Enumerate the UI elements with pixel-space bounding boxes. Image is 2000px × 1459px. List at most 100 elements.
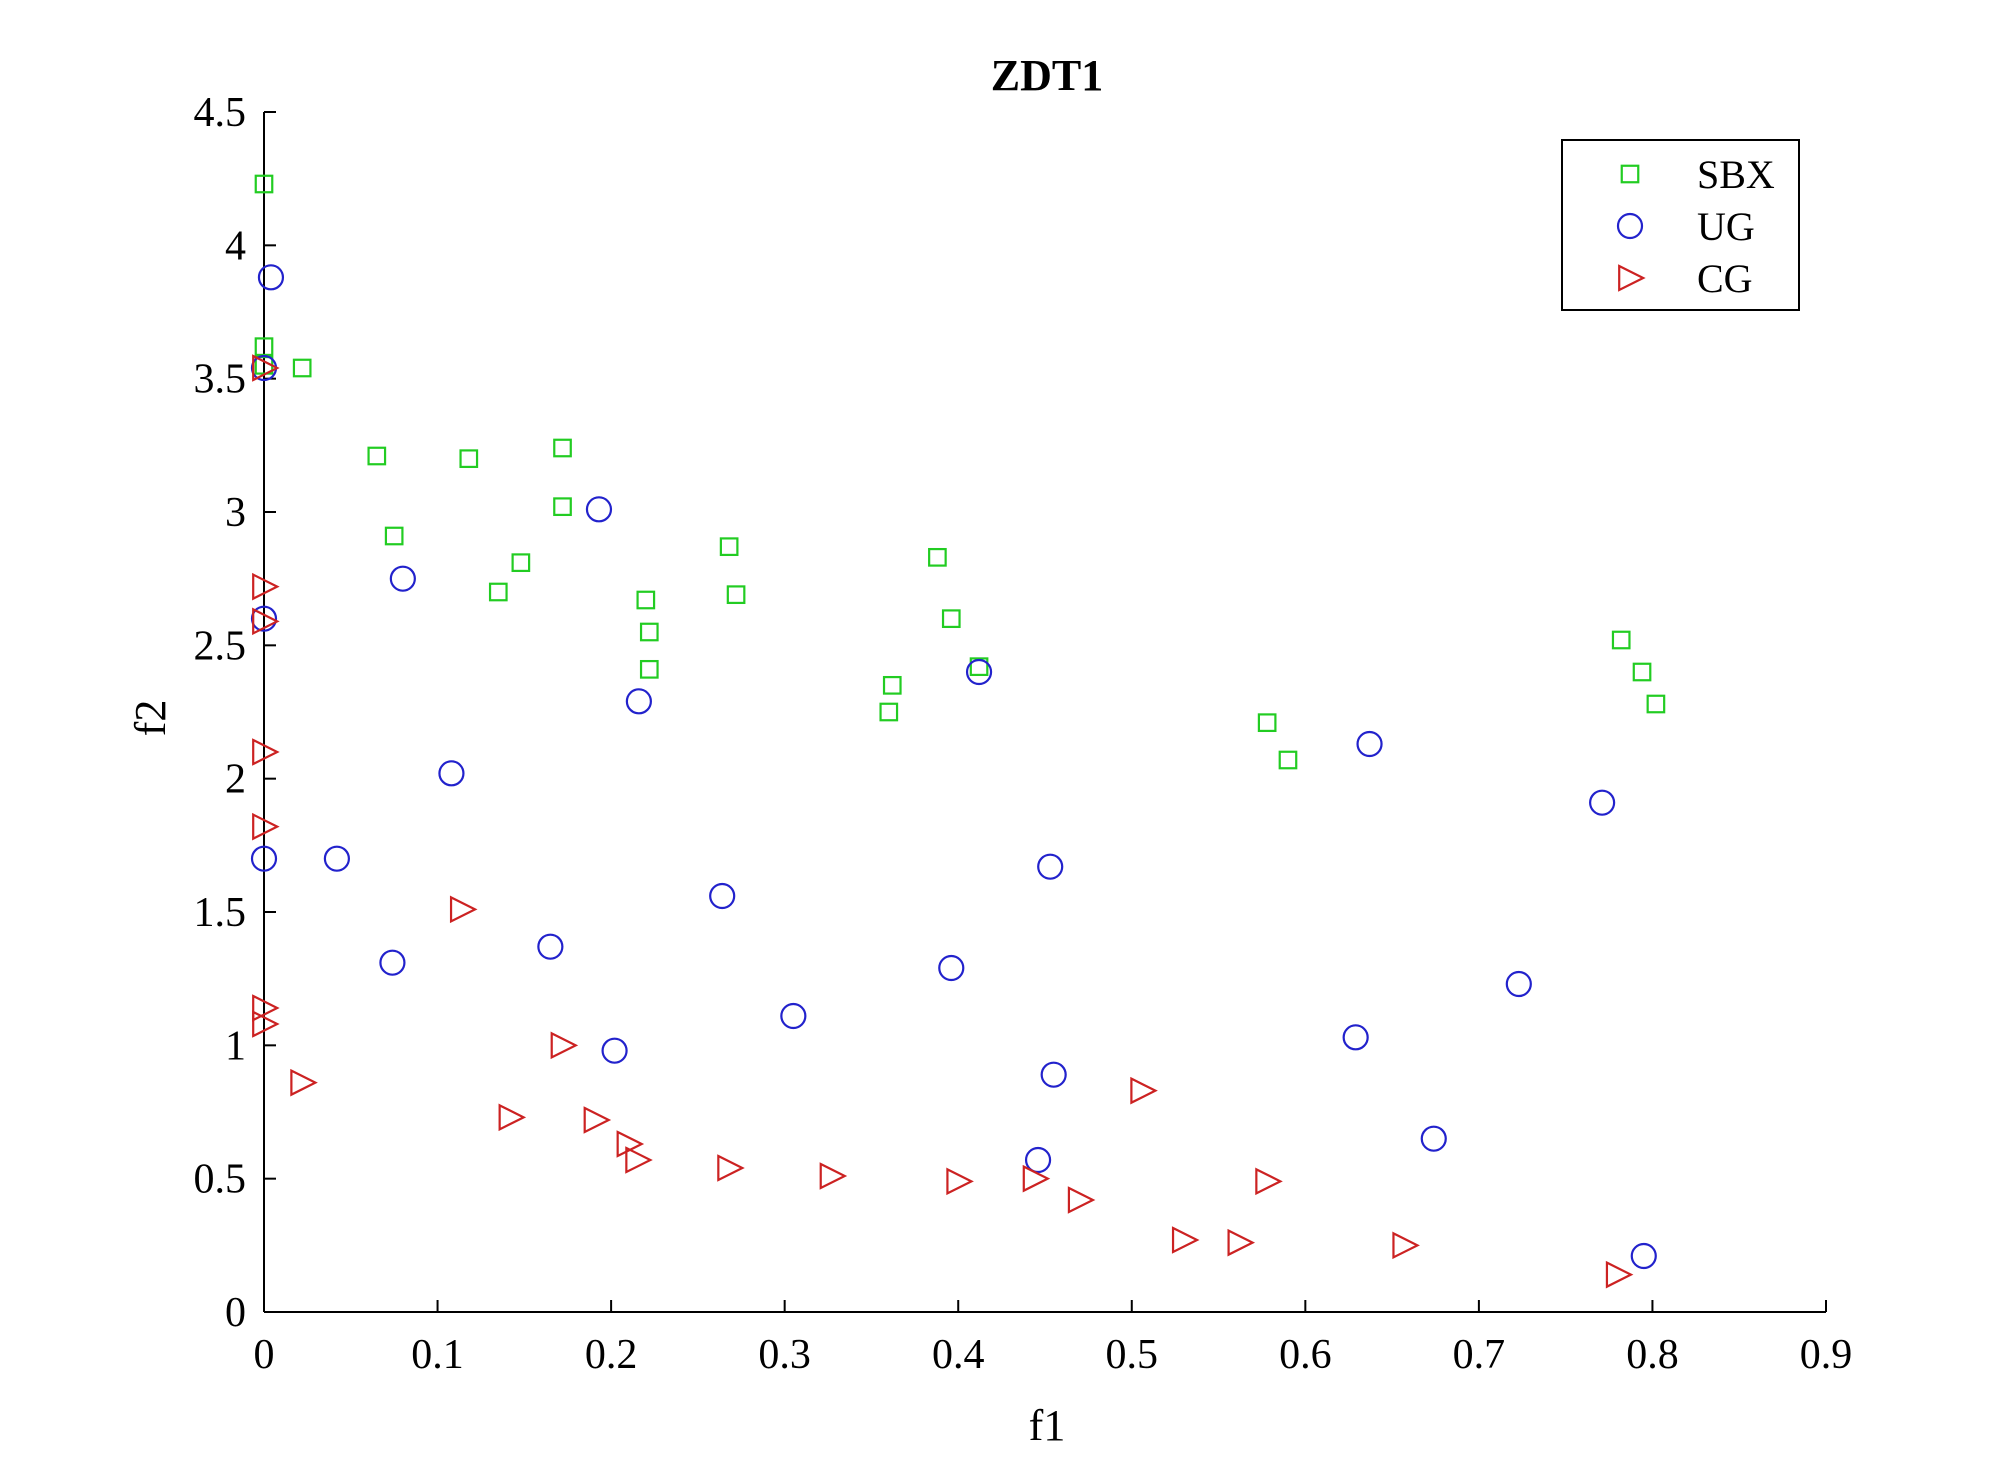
y-tick-label: 4 xyxy=(225,223,246,269)
x-tick-label: 0.4 xyxy=(932,1332,985,1378)
y-tick-label: 0.5 xyxy=(194,1157,247,1203)
ug-point xyxy=(1342,1024,1369,1051)
x-tick-label: 0.6 xyxy=(1279,1332,1332,1378)
sbx-point xyxy=(969,657,989,677)
sbx-point xyxy=(292,358,312,378)
x-tick-label: 0.5 xyxy=(1106,1332,1159,1378)
x-tick-label: 0.9 xyxy=(1800,1332,1853,1378)
ug-point xyxy=(625,688,652,715)
x-tick-label: 0.2 xyxy=(585,1332,638,1378)
cg-point xyxy=(1022,1164,1051,1193)
ug-point xyxy=(709,882,736,910)
sbx-point xyxy=(726,585,746,605)
cg-point xyxy=(252,607,280,636)
sbx-point xyxy=(1632,662,1652,682)
ug-point xyxy=(1024,1146,1052,1174)
y-tick-label: 4.5 xyxy=(194,90,247,136)
ug-point xyxy=(250,845,278,872)
cg-point xyxy=(1392,1231,1420,1260)
ug-point xyxy=(1589,789,1616,816)
cg-point xyxy=(252,812,280,841)
ug-point xyxy=(389,565,416,592)
ug-point xyxy=(250,605,278,632)
sbx-point xyxy=(1646,694,1666,714)
cg-point xyxy=(1227,1228,1256,1257)
cg-point xyxy=(252,354,280,382)
cg-point xyxy=(449,895,478,924)
legend-box xyxy=(1561,139,1800,311)
cg-point xyxy=(625,1146,653,1174)
cg-point xyxy=(1067,1186,1096,1214)
sbx-point xyxy=(639,622,659,642)
sbx-point xyxy=(882,675,902,695)
sbx-point xyxy=(459,449,479,469)
legend-label: CG xyxy=(1697,256,1753,301)
y-tick-label: 1 xyxy=(225,1023,246,1069)
x-tick-label: 0.8 xyxy=(1626,1332,1679,1378)
ug-point xyxy=(601,1037,628,1064)
sbx-point xyxy=(254,174,274,194)
ug-point xyxy=(938,954,965,982)
legend-label: SBX xyxy=(1697,152,1775,197)
y-tick-label: 3.5 xyxy=(194,357,247,403)
sbx-point xyxy=(1611,630,1631,650)
cg-point xyxy=(550,1031,579,1060)
x-tick-label: 0.3 xyxy=(758,1332,811,1378)
series-sbx xyxy=(254,174,1666,770)
cg-point xyxy=(1605,1260,1634,1289)
sbx-point xyxy=(511,553,531,573)
sbx-point xyxy=(384,526,404,546)
sbx-point xyxy=(553,497,572,517)
series-cg xyxy=(252,354,1634,1289)
ug-point xyxy=(438,760,465,787)
ug-point xyxy=(323,845,350,872)
x-tick-label: 0.1 xyxy=(411,1332,464,1378)
sbx-point xyxy=(928,547,947,567)
ug-point xyxy=(1505,970,1532,998)
y-tick-label: 2.5 xyxy=(194,623,247,669)
ug-point xyxy=(1037,853,1064,880)
ug-point xyxy=(780,1002,807,1030)
sbx-point xyxy=(1278,750,1298,770)
cg-point xyxy=(717,1154,745,1182)
chart-title: ZDT1 xyxy=(991,51,1103,100)
cg-point xyxy=(616,1130,645,1158)
axes: 0 0.1 0.2 0.3 0.4 0.5 0.6 0.7 0.8 0.9 0 0.5 1 1.5 2 2.5… xyxy=(194,90,1853,1378)
legend-marker-ug xyxy=(1616,212,1644,240)
sbx-point xyxy=(1257,713,1277,733)
cg-point xyxy=(252,572,280,601)
data-marks xyxy=(250,174,1666,1289)
sbx-point xyxy=(367,446,387,466)
cg-point xyxy=(1130,1076,1158,1105)
ug-point xyxy=(1420,1125,1447,1152)
ug-point xyxy=(257,264,285,291)
cg-point xyxy=(252,738,280,766)
cg-point xyxy=(819,1162,848,1190)
cg-point xyxy=(290,1068,318,1097)
sbx-point xyxy=(553,438,572,458)
y-axis-label: f2 xyxy=(126,700,175,737)
ug-point xyxy=(1356,730,1383,758)
ug-point xyxy=(1630,1242,1657,1270)
x-axis-label: f1 xyxy=(1029,1401,1066,1450)
ug-point xyxy=(585,496,613,523)
x-tick-label: 0.7 xyxy=(1453,1332,1506,1378)
cg-point xyxy=(252,1010,280,1038)
ug-point xyxy=(965,658,993,686)
sbx-point xyxy=(636,590,656,610)
cg-point xyxy=(583,1106,612,1134)
cg-point xyxy=(1171,1226,1200,1254)
sbx-point xyxy=(488,582,508,602)
cg-point xyxy=(498,1103,527,1132)
ug-point xyxy=(537,933,564,960)
y-tick-label: 2 xyxy=(225,757,246,803)
cg-point xyxy=(1255,1167,1283,1196)
y-tick-label: 0 xyxy=(225,1290,246,1336)
y-tick-label: 3 xyxy=(225,490,246,536)
cg-point xyxy=(946,1167,974,1196)
sbx-point xyxy=(639,659,659,679)
cg-point xyxy=(252,994,280,1022)
ug-point xyxy=(1040,1061,1067,1088)
sbx-point xyxy=(879,702,899,722)
